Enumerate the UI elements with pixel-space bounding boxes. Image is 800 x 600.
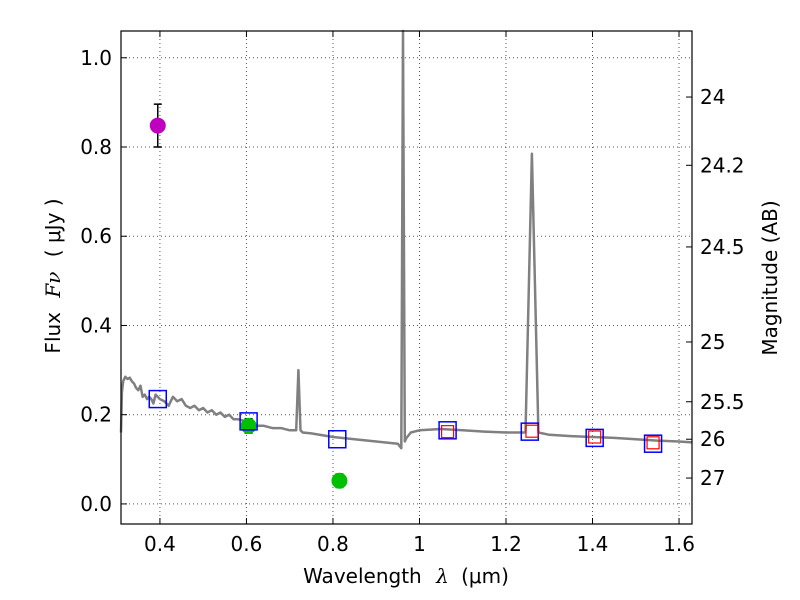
right-tick-label: 26 [700,427,725,451]
right-tick-label: 24.5 [700,235,745,259]
ticks-layer: 0.4 0.6 0.8 1 1.2 1.4 1.6 0.0 0.2 0.4 0.6 0.8 1.0 24 2… [80,31,745,556]
y-tick-label: 0.0 [80,492,112,516]
observed-point [240,417,257,434]
observed-nir-square [588,430,602,444]
y-tick-label: 0.6 [80,224,112,248]
right-tick-label: 25.5 [700,390,745,414]
spectrum-line [119,29,693,450]
x-axis-label-symbol: λ [435,564,449,588]
x-tick-label: 1.6 [663,532,695,556]
y-axis-right-label: Magnitude (AB) [758,200,782,355]
x-tick-label: 1.4 [577,532,609,556]
y-tick-label: 1.0 [80,46,112,70]
x-axis-label: Wavelength λ (μm) [303,564,509,588]
right-tick-label: 25 [700,330,725,354]
spectrum-layer [119,29,693,450]
x-tick-label: 0.8 [317,532,349,556]
observed-point [331,472,348,489]
y-axis-label-prefix: Flux [41,312,65,354]
y-axis-label-unit: ( μJy ) [41,198,65,257]
plot-frame [120,30,693,525]
observed-nir-square [440,425,455,439]
right-tick-label: 24.2 [700,153,745,177]
x-axis-label-unit: (μm) [461,564,509,588]
x-tick-label: 1.2 [490,532,522,556]
y-tick-label: 0.4 [80,313,112,337]
model-photometry-square [643,434,663,453]
model-photometry-square [239,412,258,431]
model-photometry-square [148,389,168,409]
right-tick-label: 24 [700,85,725,109]
observed-nir-square [646,436,660,450]
y-axis-label-symbol: Fν [41,272,65,299]
right-tick-label: 27 [700,466,725,490]
model-photometry-square [438,421,457,440]
x-tick-label: 0.4 [144,532,176,556]
points-layer [148,103,663,489]
x-tick-label: 1 [413,532,426,556]
model-photometry-square [585,428,604,448]
y-tick-label: 0.2 [80,403,112,427]
x-axis-label-prefix: Wavelength [303,564,422,588]
y-tick-label: 0.8 [80,135,112,159]
model-photometry-square [328,429,347,449]
x-tick-label: 0.6 [231,532,263,556]
observed-nir-square [525,424,539,438]
y-axis-label: Flux Fν ( μJy ) [41,198,65,353]
observed-point [149,117,166,134]
